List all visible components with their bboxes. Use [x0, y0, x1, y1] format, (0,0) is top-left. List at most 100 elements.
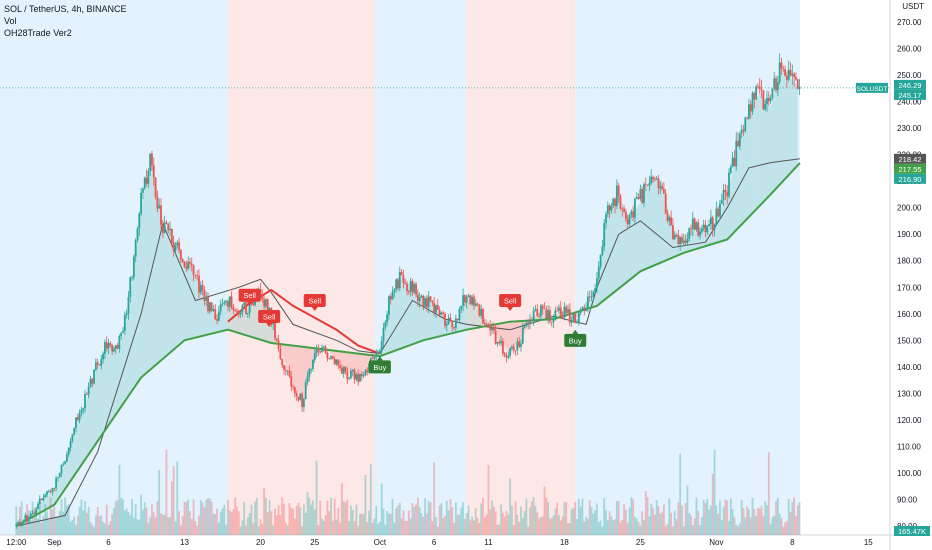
- volume-bar-140: [268, 500, 271, 535]
- volume-bar-4: [22, 525, 25, 535]
- fill-seg-141: [781, 69, 787, 183]
- volume-bar-386: [713, 449, 716, 535]
- candle-body-117: [227, 301, 229, 307]
- fill-seg-83: [466, 297, 473, 330]
- volume-bar-339: [628, 507, 631, 535]
- volume-bar-196: [369, 464, 372, 535]
- volume-bar-174: [330, 497, 332, 535]
- volume-bar-136: [261, 523, 264, 535]
- legend-vol[interactable]: Vol: [4, 16, 17, 26]
- y-tick-9: 180.00: [897, 257, 922, 266]
- volume-bar-149: [284, 522, 287, 535]
- volume-bar-233: [436, 526, 439, 535]
- candle-body-419: [773, 78, 776, 89]
- candle-body-315: [585, 307, 587, 311]
- volume-label-box: [894, 526, 930, 536]
- candle-body-333: [617, 185, 620, 196]
- candle-body-51: [107, 343, 110, 349]
- volume-bar-367: [679, 453, 682, 535]
- volume-bar-222: [416, 497, 419, 535]
- volume-bar-399: [737, 526, 739, 535]
- signal-arrow-3: [376, 356, 383, 361]
- volume-bar-15: [42, 515, 45, 535]
- fill-seg-5: [43, 494, 49, 511]
- candle-body-20: [51, 488, 54, 493]
- volume-bar-361: [668, 498, 671, 535]
- x-tick-10: 25: [636, 538, 645, 547]
- volume-bar-63: [129, 515, 132, 535]
- candle-body-287: [534, 309, 537, 311]
- fill-seg-23: [141, 183, 147, 378]
- candle-body-362: [670, 217, 673, 226]
- volume-bar-84: [167, 517, 170, 535]
- volume-bar-301: [559, 520, 562, 535]
- volume-bar-90: [178, 511, 180, 535]
- volume-bar-0: [15, 506, 18, 535]
- volume-bar-369: [682, 526, 685, 535]
- signals: Sell Sell Sell Buy Sell Buy: [238, 288, 587, 374]
- candle-body-319: [592, 291, 595, 297]
- x-tick-11: Nov: [709, 538, 723, 547]
- candle-body-74: [149, 153, 152, 172]
- volume-bar-116: [225, 524, 228, 535]
- volume-bar-13: [38, 502, 41, 535]
- candle-body-58: [120, 332, 123, 336]
- candle-body-71: [143, 177, 146, 189]
- volume-bar-192: [362, 514, 365, 535]
- candle-body-231: [433, 303, 436, 313]
- candle-body-73: [147, 171, 150, 184]
- candle-body-217: [407, 291, 410, 293]
- fill-seg-109: [607, 203, 614, 298]
- volume-bar-276: [514, 501, 517, 535]
- volume-bar-270: [503, 516, 506, 535]
- volume-bar-1: [17, 525, 19, 535]
- volume-bar-429: [791, 501, 794, 535]
- candle-body-213: [400, 271, 403, 276]
- candle-body-43: [93, 369, 95, 384]
- candle-body-4: [22, 520, 25, 524]
- x-tick-9: 18: [560, 538, 569, 547]
- volume-bar-394: [728, 520, 730, 535]
- fill-seg-28: [168, 230, 174, 355]
- fill-seg-44: [255, 292, 261, 340]
- fill-seg-111: [618, 194, 625, 289]
- price-label-3: 217.55: [899, 165, 922, 174]
- volume-bar-14: [40, 522, 43, 535]
- volume-bar-215: [404, 520, 407, 535]
- y-tick-14: 130.00: [897, 389, 922, 398]
- volume-bar-336: [623, 504, 625, 535]
- volume-bar-239: [447, 510, 450, 535]
- volume-bar-408: [753, 509, 756, 535]
- candle-body-340: [630, 211, 633, 215]
- volume-bar-350: [648, 516, 651, 535]
- volume-bar-214: [402, 510, 405, 535]
- volume-bar-273: [509, 478, 512, 535]
- fill-seg-123: [683, 231, 690, 253]
- signal-box-1: [258, 309, 281, 323]
- volume-bar-168: [319, 500, 322, 535]
- volume-bar-252: [471, 516, 474, 535]
- fill-seg-113: [629, 210, 635, 280]
- candle-body-111: [216, 319, 218, 321]
- volume-bar-113: [219, 511, 222, 535]
- candle-body-78: [156, 196, 159, 209]
- volume-bar-198: [373, 518, 376, 535]
- candle-body-25: [60, 464, 63, 473]
- candle-body-404: [746, 117, 748, 119]
- candle-body-269: [501, 341, 504, 354]
- candle-body-148: [283, 365, 285, 370]
- candle-body-57: [118, 335, 121, 349]
- volume-bar-253: [473, 520, 475, 535]
- x-tick-1: Sep: [47, 538, 62, 547]
- candle-body-431: [795, 76, 797, 80]
- volume-bar-249: [465, 513, 468, 535]
- volume-bar-250: [467, 505, 470, 535]
- candle-body-214: [402, 275, 405, 283]
- fill-seg-87: [488, 321, 494, 332]
- volume-bar-71: [143, 502, 146, 535]
- legend-indicator[interactable]: OH28Trade Ver2: [4, 28, 72, 38]
- legend-symbol[interactable]: SOL / TetherUS, 4h, BINANCE: [4, 4, 127, 14]
- candle-body-266: [496, 341, 499, 344]
- candle-body-236: [442, 312, 445, 314]
